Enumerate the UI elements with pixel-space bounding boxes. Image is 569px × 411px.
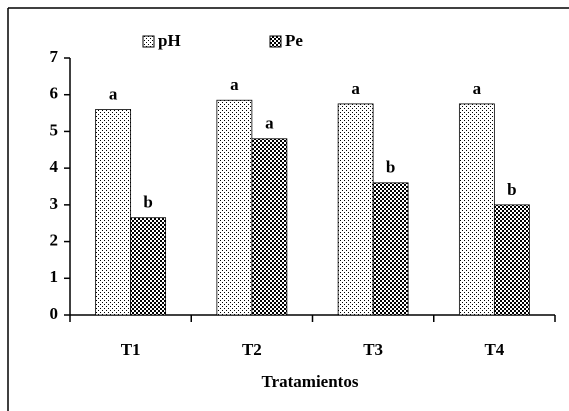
significance-letter: a	[473, 79, 482, 98]
y-tick-label: 3	[50, 194, 59, 213]
x-tick-label: T3	[363, 340, 383, 359]
y-tick-label: 0	[50, 304, 59, 323]
significance-letter: b	[507, 180, 516, 199]
legend-label: pH	[158, 31, 181, 50]
bar	[95, 109, 132, 316]
legend-swatch	[269, 35, 282, 48]
significance-letter: a	[265, 114, 274, 133]
significance-letter: a	[230, 75, 239, 94]
y-tick-label: 2	[50, 230, 59, 249]
x-tick-label: T2	[242, 340, 262, 359]
y-tick-label: 7	[50, 47, 59, 66]
bar	[493, 204, 530, 316]
x-tick-label: T4	[484, 340, 504, 359]
legend-label: Pe	[285, 31, 303, 50]
bar	[337, 103, 374, 316]
y-tick-label: 6	[50, 84, 59, 103]
y-tick-label: 4	[50, 157, 59, 176]
x-axis-label: Tratamientos	[262, 372, 359, 391]
x-tick-label: T1	[121, 340, 141, 359]
significance-letter: b	[143, 193, 152, 212]
y-tick-label: 1	[50, 267, 59, 286]
legend-swatch	[142, 35, 155, 48]
bar	[251, 138, 288, 316]
bar	[458, 103, 495, 316]
bar	[216, 99, 253, 316]
y-tick-label: 5	[50, 120, 59, 139]
bar	[372, 182, 409, 316]
significance-letter: a	[109, 84, 118, 103]
bar	[130, 217, 167, 316]
significance-letter: b	[386, 158, 395, 177]
significance-letter: a	[351, 79, 360, 98]
